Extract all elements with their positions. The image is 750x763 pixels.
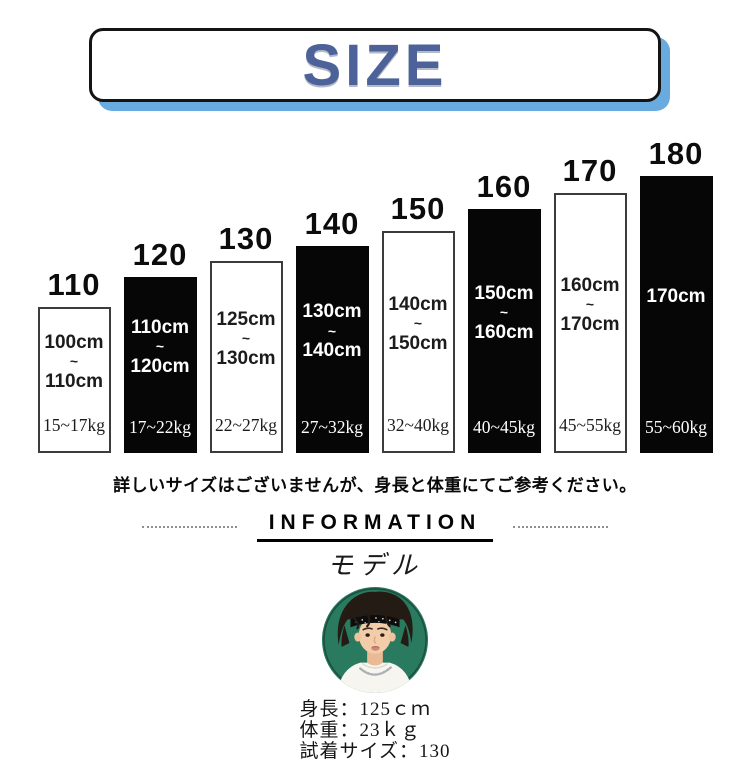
height-range-from: 140cm bbox=[388, 293, 448, 315]
height-range-tilde: ~ bbox=[69, 353, 79, 370]
height-range-to: 150cm bbox=[388, 332, 448, 354]
page-title: SIZE bbox=[302, 32, 448, 98]
height-range-from: 125cm bbox=[216, 308, 276, 330]
size-bar: 130cm ~ 140cm 27~32kg bbox=[295, 246, 369, 453]
height-range: 110cm ~ 120cm bbox=[124, 277, 197, 417]
model-height: 身長：125ｃｍ bbox=[299, 699, 432, 721]
height-range-tilde: ~ bbox=[413, 315, 423, 332]
weight-range: 55~60kg bbox=[645, 417, 707, 437]
height-range: 100cm ~ 110cm bbox=[40, 309, 109, 415]
height-range-from: 130cm bbox=[302, 301, 362, 323]
size-bar: 170cm 55~60kg bbox=[639, 176, 713, 453]
height-range-tilde: ~ bbox=[499, 304, 509, 321]
weight-range: 32~40kg bbox=[387, 415, 449, 435]
size-bar: 140cm ~ 150cm 32~40kg bbox=[381, 231, 455, 453]
size-label: 160 bbox=[476, 169, 532, 204]
height-range-tilde: ~ bbox=[327, 322, 337, 339]
height-range-to: 120cm bbox=[130, 355, 190, 377]
size-column: 150 140cm ~ 150cm 32~40kg bbox=[381, 191, 455, 453]
height-range-to: 170cm bbox=[560, 313, 620, 335]
size-column: 140 130cm ~ 140cm 27~32kg bbox=[295, 206, 369, 453]
size-banner: SIZE bbox=[89, 28, 661, 102]
height-range-tilde: ~ bbox=[241, 330, 251, 347]
model-weight: 体重：23ｋｇ bbox=[299, 719, 421, 741]
weight-range: 15~17kg bbox=[43, 415, 105, 435]
weight-range: 45~55kg bbox=[559, 415, 621, 435]
size-label: 130 bbox=[218, 221, 274, 256]
height-range-from: 100cm bbox=[44, 331, 104, 353]
size-label: 110 bbox=[47, 267, 101, 302]
size-column: 160 150cm ~ 160cm 40~45kg bbox=[467, 169, 541, 453]
information-section: INFORMATION モデル bbox=[0, 511, 750, 763]
size-bar: 110cm ~ 120cm 17~22kg bbox=[123, 277, 197, 453]
weight-range: 22~27kg bbox=[215, 415, 277, 435]
height-range: 130cm ~ 140cm bbox=[296, 246, 369, 417]
height-range-tilde: ~ bbox=[155, 338, 165, 355]
size-bar-chart: 110 100cm ~ 110cm 15~17kg 120 110cm ~ 12… bbox=[0, 138, 750, 453]
size-bar: 100cm ~ 110cm 15~17kg bbox=[37, 307, 111, 453]
size-bar: 160cm ~ 170cm 45~55kg bbox=[553, 193, 627, 453]
size-label: 140 bbox=[304, 206, 360, 241]
height-range-to: 140cm bbox=[302, 340, 362, 362]
weight-range: 17~22kg bbox=[129, 417, 191, 437]
height-range: 160cm ~ 170cm bbox=[556, 195, 625, 415]
height-range-tilde: ~ bbox=[585, 296, 595, 313]
height-range-from: 170cm bbox=[646, 285, 706, 307]
height-range-to: 160cm bbox=[474, 321, 534, 343]
size-label: 170 bbox=[562, 153, 618, 188]
weight-range: 27~32kg bbox=[301, 417, 363, 437]
model-label: モデル bbox=[326, 551, 423, 581]
height-range-from: 150cm bbox=[474, 282, 534, 304]
height-range-from: 160cm bbox=[560, 274, 620, 296]
model-photo bbox=[321, 587, 429, 694]
size-column: 110 100cm ~ 110cm 15~17kg bbox=[37, 267, 111, 453]
model-fitting-size: 試着サイズ：130 bbox=[299, 740, 451, 762]
height-range: 125cm ~ 130cm bbox=[212, 263, 281, 415]
size-bar: 125cm ~ 130cm 22~27kg bbox=[209, 261, 283, 453]
height-range: 170cm bbox=[640, 176, 713, 417]
height-range: 150cm ~ 160cm bbox=[468, 209, 541, 417]
height-range-from: 110cm bbox=[130, 316, 190, 338]
information-heading-row: INFORMATION bbox=[0, 511, 750, 543]
size-column: 180 170cm 55~60kg bbox=[639, 136, 713, 453]
size-column: 130 125cm ~ 130cm 22~27kg bbox=[209, 221, 283, 453]
model-stats: 身長：125ｃｍ 体重：23ｋｇ 試着サイズ：130 bbox=[299, 699, 451, 763]
size-note: 詳しいサイズはございませんが、身長と体重にてご参考ください。 bbox=[113, 476, 637, 495]
size-label: 180 bbox=[648, 136, 704, 171]
banner-wrap: SIZE bbox=[0, 0, 750, 102]
size-column: 120 110cm ~ 120cm 17~22kg bbox=[123, 237, 197, 453]
height-range-to: 130cm bbox=[216, 347, 276, 369]
information-heading: INFORMATION bbox=[256, 511, 494, 543]
size-bar: 150cm ~ 160cm 40~45kg bbox=[467, 209, 541, 453]
size-column: 170 160cm ~ 170cm 45~55kg bbox=[553, 153, 627, 453]
height-range: 140cm ~ 150cm bbox=[384, 233, 453, 415]
size-label: 150 bbox=[390, 191, 446, 226]
dotted-divider-left-icon bbox=[141, 525, 237, 528]
size-label: 120 bbox=[132, 237, 188, 272]
height-range-to: 110cm bbox=[44, 370, 104, 392]
weight-range: 40~45kg bbox=[473, 417, 535, 437]
dotted-divider-right-icon bbox=[513, 525, 609, 528]
